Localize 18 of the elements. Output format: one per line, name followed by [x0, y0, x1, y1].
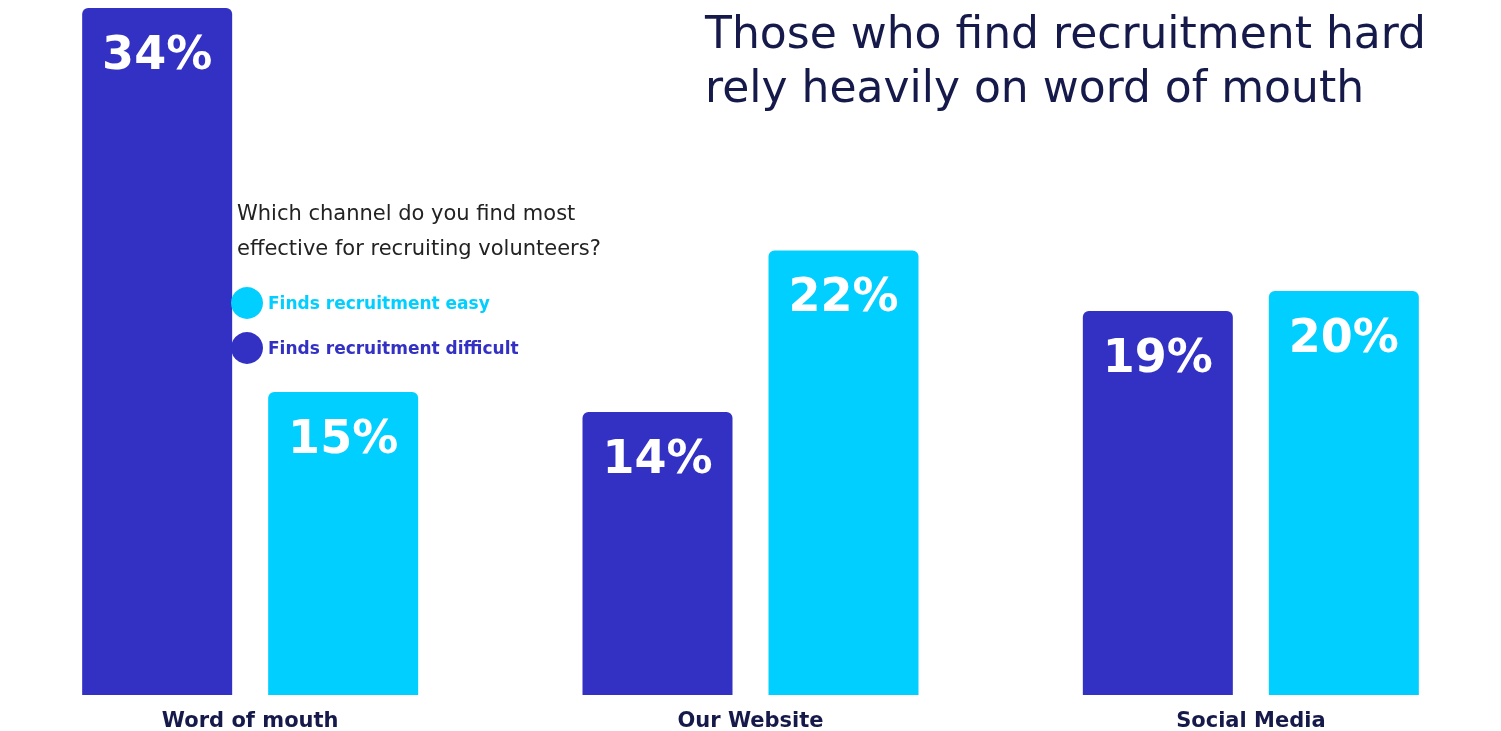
- x-tick-label: Word of mouth: [161, 707, 339, 731]
- data-label: 22%: [788, 268, 899, 323]
- x-tick-label: Social Media: [1176, 707, 1326, 731]
- text: Which channel do you find most effective for recruiting volunteers?: [237, 200, 601, 260]
- bar: [1082, 311, 1233, 695]
- text: Those who find recruitment hard rely heavily on word of mouth: [704, 6, 1426, 112]
- x-tick-label: Our Website: [677, 707, 824, 731]
- data-label: 20%: [1288, 308, 1399, 363]
- bar: [582, 412, 733, 695]
- legend-label: Finds recruitment easy: [268, 293, 490, 313]
- legend-label: Finds recruitment difficult: [268, 338, 519, 358]
- bar: [1268, 290, 1419, 695]
- data-label: 15%: [288, 409, 399, 464]
- bar: [768, 250, 919, 695]
- data-label: 14%: [602, 430, 713, 485]
- data-label: 19%: [1102, 329, 1213, 384]
- data-label: 34%: [102, 26, 213, 80]
- bar: [268, 391, 419, 695]
